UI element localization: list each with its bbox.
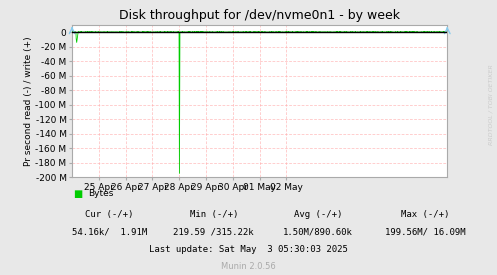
Y-axis label: Pr second read (-) / write (+): Pr second read (-) / write (+) — [23, 36, 33, 166]
Text: Max (-/+): Max (-/+) — [401, 210, 449, 219]
Text: RRDTOOL / TOBI OETIKER: RRDTOOL / TOBI OETIKER — [489, 64, 494, 145]
Text: 1.50M/890.60k: 1.50M/890.60k — [283, 228, 353, 237]
Title: Disk throughput for /dev/nvme0n1 - by week: Disk throughput for /dev/nvme0n1 - by we… — [119, 9, 400, 22]
Text: Avg (-/+): Avg (-/+) — [294, 210, 342, 219]
Text: Munin 2.0.56: Munin 2.0.56 — [221, 262, 276, 271]
Text: Bytes: Bytes — [88, 189, 114, 198]
Text: 199.56M/ 16.09M: 199.56M/ 16.09M — [385, 228, 465, 237]
Text: 54.16k/  1.91M: 54.16k/ 1.91M — [72, 228, 147, 237]
Text: ■: ■ — [74, 189, 83, 199]
Text: Min (-/+): Min (-/+) — [189, 210, 238, 219]
Text: Last update: Sat May  3 05:30:03 2025: Last update: Sat May 3 05:30:03 2025 — [149, 245, 348, 254]
Text: Cur (-/+): Cur (-/+) — [85, 210, 134, 219]
Text: 219.59 /315.22k: 219.59 /315.22k — [173, 228, 254, 237]
